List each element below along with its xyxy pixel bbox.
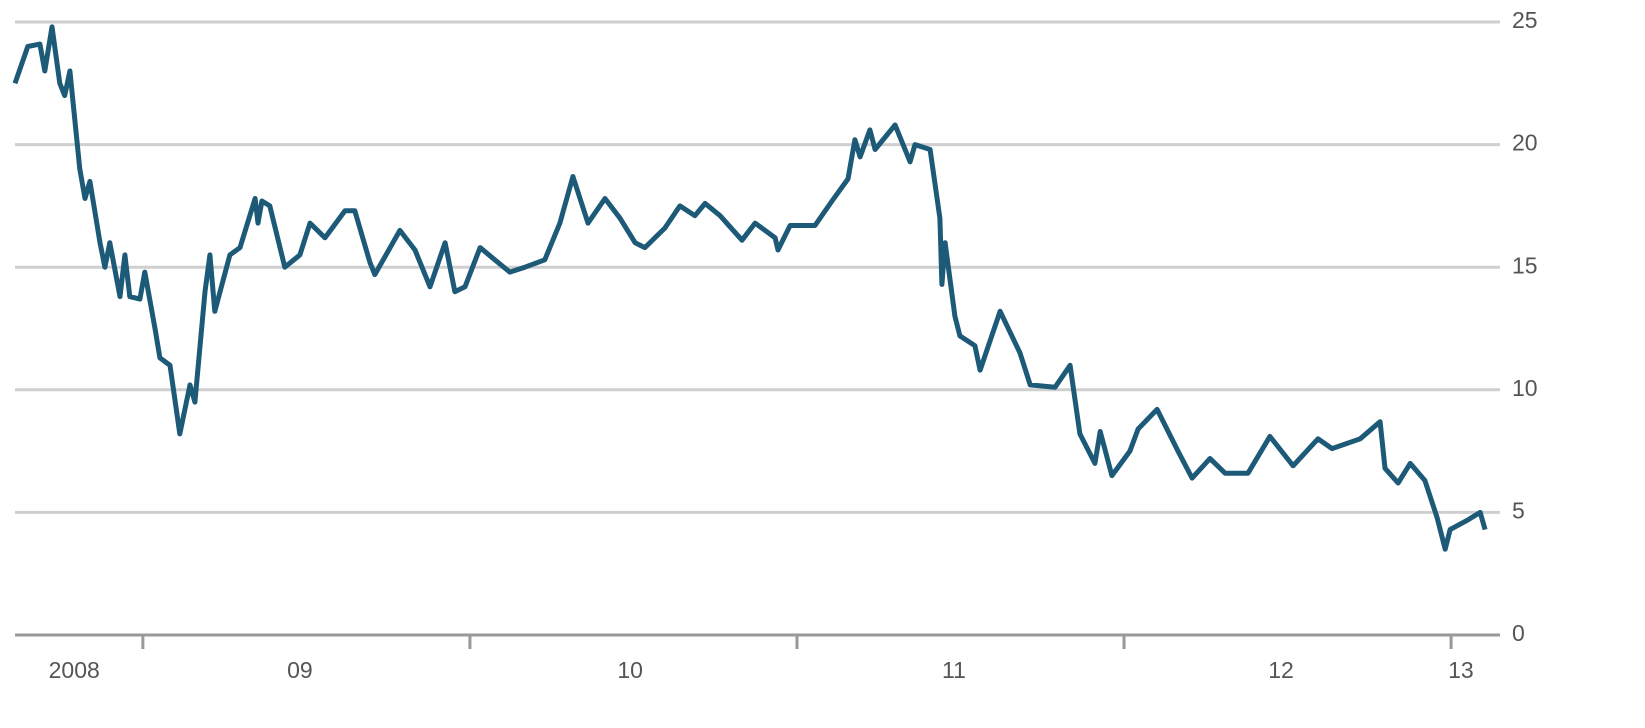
y-tick-label: 20 <box>1512 130 1538 156</box>
y-tick-label: 15 <box>1512 252 1538 278</box>
y-tick-label: 5 <box>1512 497 1525 523</box>
x-tick-label: 13 <box>1448 657 1474 683</box>
x-tick-label: 10 <box>617 657 643 683</box>
x-tick-label: 09 <box>287 657 313 683</box>
line-series <box>12 24 1488 552</box>
y-tick-label: 0 <box>1512 620 1525 646</box>
x-tick-label: 11 <box>942 657 966 683</box>
x-tick-label: 2008 <box>49 657 100 683</box>
x-tick-label: 12 <box>1268 657 1294 683</box>
y-tick-label: 25 <box>1512 7 1538 33</box>
y-tick-label: 10 <box>1512 375 1538 401</box>
